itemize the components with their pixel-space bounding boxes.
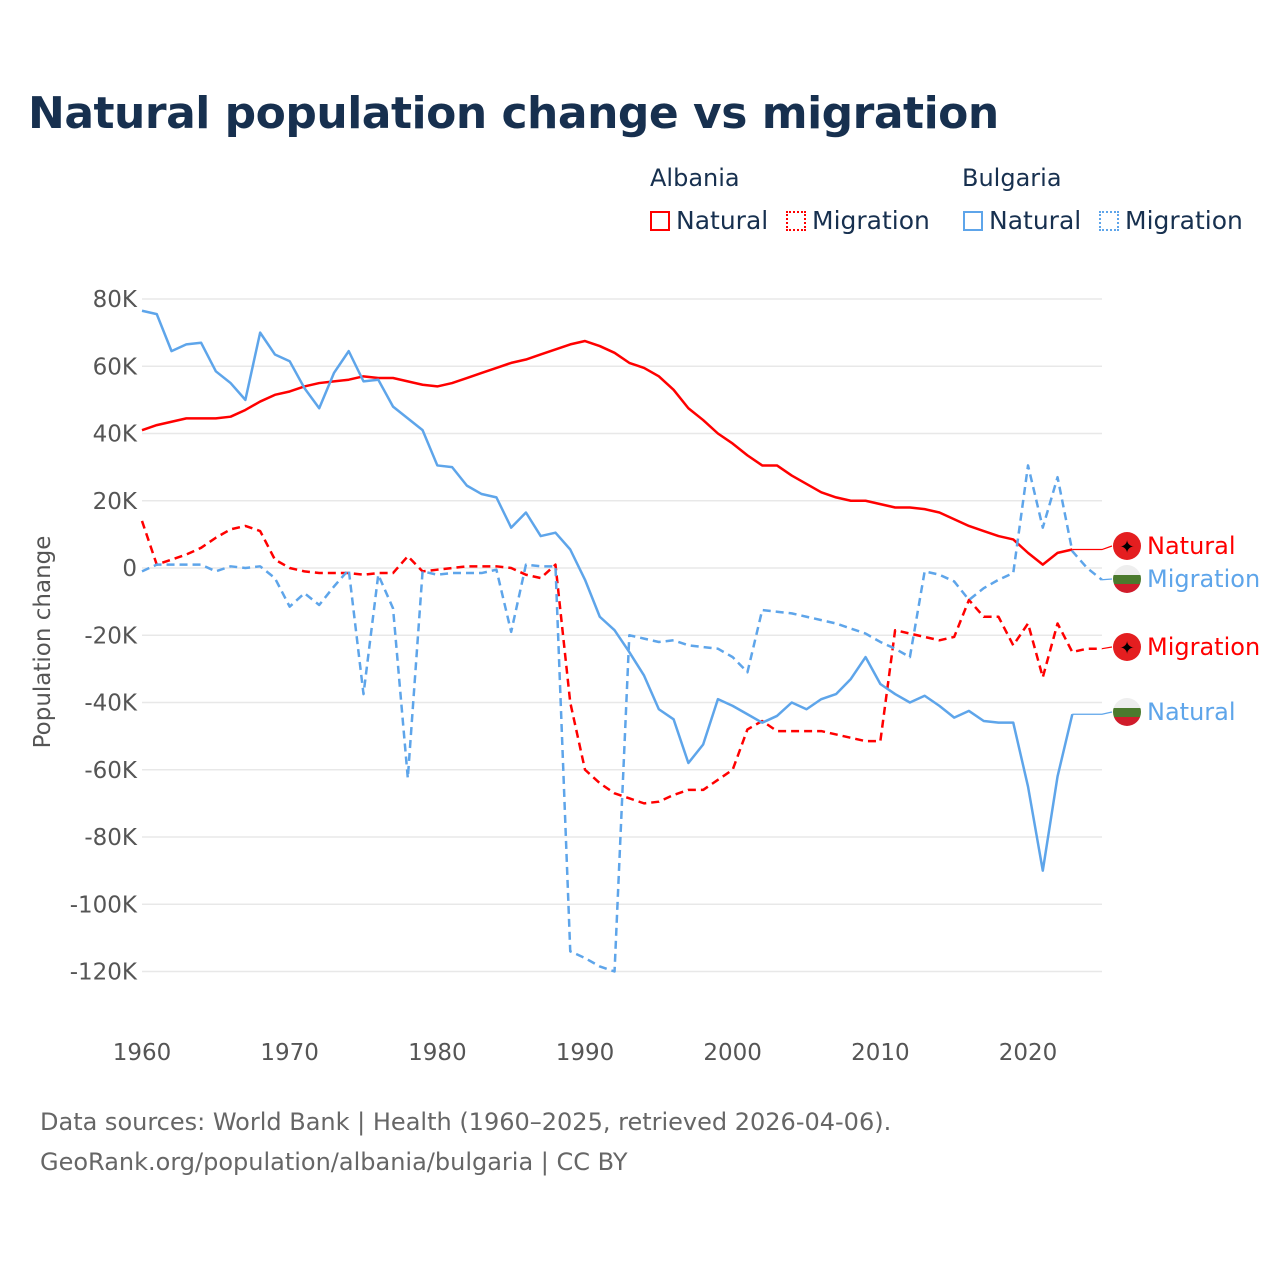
legend-swatch-solid — [650, 210, 670, 231]
svg-text:✦: ✦ — [1119, 537, 1134, 558]
y-tick-label: -100K — [70, 892, 138, 918]
bulgaria-flag-icon — [1113, 698, 1141, 726]
x-tick-label: 1970 — [260, 1040, 319, 1066]
chart-title: Natural population change vs migration — [28, 88, 999, 139]
legend-swatch-solid — [963, 210, 983, 231]
footer-sources: Data sources: World Bank | Health (1960–… — [40, 1108, 892, 1136]
legend-bulgaria-natural[interactable]: Natural — [963, 206, 1081, 235]
y-tick-label: 40K — [93, 422, 138, 448]
end-label: Migration — [1147, 633, 1260, 661]
y-axis-label: Population change — [30, 536, 56, 749]
leader-line — [1101, 646, 1113, 650]
end-label: Natural — [1147, 532, 1236, 560]
legend-label: Natural — [989, 206, 1082, 235]
y-tick-label: -80K — [84, 825, 138, 851]
y-tick-label: -40K — [84, 691, 138, 717]
legend-group-bulgaria: Bulgaria — [962, 164, 1062, 192]
y-tick-label: 0 — [122, 556, 137, 582]
legend-label: Natural — [676, 206, 769, 235]
bulgaria-flag-icon — [1113, 565, 1141, 593]
legend-bulgaria-migration[interactable]: Migration — [1099, 206, 1243, 235]
footer-attribution[interactable]: GeoRank.org/population/albania/bulgaria … — [40, 1148, 628, 1176]
x-tick-label: 1990 — [556, 1040, 615, 1066]
legend-label: Migration — [812, 206, 930, 235]
y-tick-label: -60K — [84, 758, 138, 784]
leader-line — [1072, 545, 1113, 551]
legend-albania-natural[interactable]: Natural — [650, 206, 768, 235]
leader-line — [1072, 711, 1113, 715]
x-tick-label: 2010 — [851, 1040, 910, 1066]
legend-albania-migration[interactable]: Migration — [786, 206, 930, 235]
x-tick-label: 2000 — [703, 1040, 762, 1066]
x-tick-label: 2020 — [999, 1040, 1058, 1066]
series-line-albania-migration[interactable] — [140, 520, 1102, 805]
x-tick-label: 1960 — [113, 1040, 172, 1066]
y-tick-label: 20K — [93, 489, 138, 515]
legend-swatch-dotted — [1099, 210, 1119, 231]
y-tick-label: 80K — [93, 287, 138, 313]
y-tick-label: -120K — [70, 960, 138, 986]
svg-text:✦: ✦ — [1119, 638, 1134, 659]
series-line-bulgaria-migration[interactable] — [141, 464, 1103, 973]
albania-flag-icon: ✦ — [1113, 532, 1141, 560]
leader-line — [1101, 578, 1113, 581]
albania-flag-icon: ✦ — [1113, 633, 1141, 661]
x-tick-label: 1980 — [408, 1040, 467, 1066]
y-tick-label: -20K — [84, 623, 138, 649]
y-tick-label: 60K — [93, 354, 138, 380]
end-label: Natural — [1147, 698, 1236, 726]
legend-label: Migration — [1125, 206, 1243, 235]
series-line-bulgaria-natural[interactable] — [141, 309, 1074, 872]
legend-swatch-dotted — [786, 210, 806, 231]
end-label: Migration — [1147, 565, 1260, 593]
series-line-albania-natural[interactable] — [141, 339, 1073, 566]
legend-group-albania: Albania — [650, 164, 740, 192]
